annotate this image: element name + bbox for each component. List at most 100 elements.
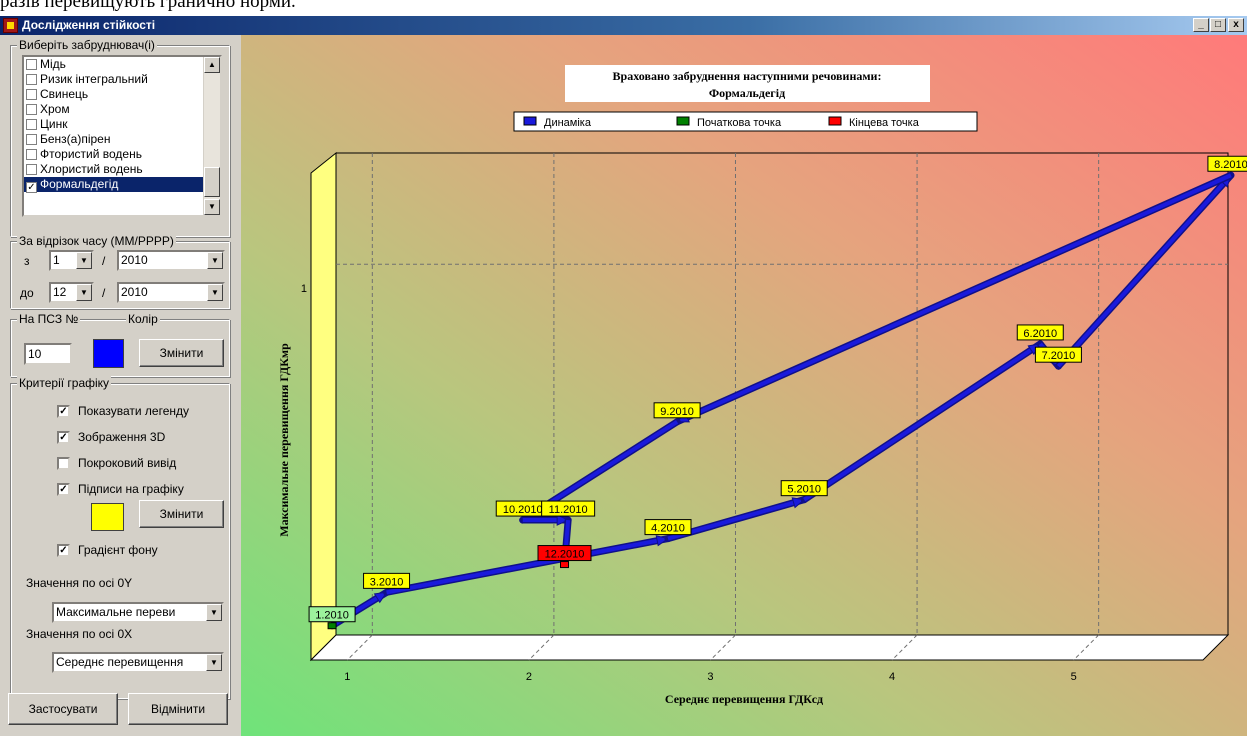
pollutant-item[interactable]: Хлористий водень (24, 162, 220, 177)
chevron-down-icon: ▼ (76, 284, 92, 301)
criteria-checkbox[interactable]: ✓ (57, 431, 70, 444)
pollutant-item[interactable]: Свинець (24, 87, 220, 102)
pollutant-checkbox[interactable] (26, 59, 37, 70)
change-label-color-button[interactable]: Змінити (139, 500, 224, 528)
data-label: 5.2010 (787, 484, 821, 496)
pollutant-item[interactable]: ✓ Формальдегід (24, 177, 220, 193)
pollutant-label: Хлористий водень (40, 162, 143, 176)
criteria-group: Критерії графіку (10, 376, 230, 699)
x-tick-label: 4 (889, 671, 895, 683)
pollutant-item[interactable]: Ризик інтегральний (24, 72, 220, 87)
pollutant-label: Мідь (40, 57, 66, 71)
pollutant-label: Свинець (40, 87, 89, 101)
series-arrow (556, 514, 570, 526)
to-label: до (20, 286, 34, 300)
data-label: 1.2010 (315, 610, 349, 622)
pollutant-checkbox[interactable] (26, 119, 37, 130)
criteria-label: Показувати легенду (78, 404, 189, 418)
pollutant-item[interactable]: Цинк (24, 117, 220, 132)
chart-back-frame (336, 152, 1229, 635)
chevron-down-icon: ▼ (76, 252, 92, 269)
psz-color-swatch (93, 339, 124, 368)
period-group: За відрізок часу (ММ/РРРР) (10, 234, 230, 309)
pollutant-label: Хром (40, 102, 70, 116)
close-button[interactable]: x (1228, 18, 1244, 32)
change-color-button[interactable]: Змінити (139, 339, 224, 367)
pollutant-checkbox[interactable] (26, 74, 37, 85)
start-point-marker (327, 622, 337, 630)
criteria-checkbox[interactable]: ✓ (57, 483, 70, 496)
to-year-select[interactable]: 2010 ▼ (117, 282, 225, 303)
data-label: 3.2010 (370, 576, 404, 588)
y-axis-select[interactable]: Максимальне переви ▼ (52, 602, 224, 623)
cancel-button[interactable]: Відмінити (128, 693, 228, 725)
data-label: 11.2010 (549, 504, 588, 516)
x-axis-title: Середнє перевищення ГДКсд (665, 692, 823, 706)
pollutant-checkbox[interactable] (26, 89, 37, 100)
background-document-text: разів перевищують гранично норми. (0, 0, 1247, 16)
pollutant-checkbox[interactable]: ✓ (26, 182, 37, 193)
pollutant-item[interactable]: Хром (24, 102, 220, 117)
data-label: 4.2010 (651, 523, 685, 535)
psz-group-legend: На ПСЗ № (17, 312, 81, 326)
pollutant-checkbox[interactable] (26, 134, 37, 145)
gradient-checkbox[interactable]: ✓ (57, 544, 70, 557)
psz-group: На ПСЗ № (10, 312, 230, 377)
data-label-box (537, 545, 592, 562)
data-label-box (308, 606, 356, 623)
x-floor-gridline (891, 634, 918, 661)
from-month-select[interactable]: 1 ▼ (49, 250, 94, 271)
period-group-legend: За відрізок часу (ММ/РРРР) (17, 234, 176, 248)
data-label-box (644, 519, 692, 536)
series-arrow (373, 591, 388, 604)
pollutant-item[interactable]: Фтористий водень (24, 147, 220, 162)
data-label-box (541, 500, 596, 517)
end-point-marker (560, 561, 570, 569)
scroll-down-icon[interactable]: ▼ (204, 199, 220, 215)
chart-floor (309, 634, 1230, 661)
pollutant-checkbox[interactable] (26, 149, 37, 160)
pollutant-item[interactable]: Бенз(а)пірен (24, 132, 220, 147)
x-axis-select[interactable]: Середнє перевищення ▼ (52, 652, 224, 673)
chart-title-box (565, 65, 930, 102)
pollutant-checkbox[interactable] (26, 164, 37, 175)
criteria-label: Покроковий вивід (78, 456, 177, 470)
x-tick-label: 1 (344, 671, 350, 683)
x-tick-label: 2 (526, 671, 532, 683)
window-title: Дослідження стійкості (22, 18, 156, 32)
settings-panel: Виберіть забруднювач(і) Мідь Ризик інтегр… (0, 35, 241, 736)
x-floor-gridline (528, 634, 555, 661)
psz-number-input[interactable]: 10 (24, 343, 72, 365)
legend-label: Кінцева точка (849, 117, 920, 129)
slash-1: / (102, 254, 106, 268)
y-tick-label: 1 (301, 283, 307, 295)
series-segment (676, 173, 1232, 424)
pollutant-list[interactable]: Мідь Ризик інтегральний Свинець Хром Цинк Бен… (22, 55, 222, 217)
pollutant-list-scrollbar[interactable]: ▲ ▼ (203, 57, 220, 215)
pollutant-label: Бенз(а)пірен (40, 132, 111, 146)
data-label-box (780, 480, 828, 497)
criteria-checkbox[interactable] (57, 457, 70, 470)
apply-button[interactable]: Застосувати (8, 693, 118, 725)
data-label: 9.2010 (660, 406, 694, 418)
x-tick-label: 5 (1071, 671, 1077, 683)
minimize-button[interactable]: _ (1193, 18, 1209, 32)
data-label: 6.2010 (1023, 328, 1057, 340)
series-segment (386, 536, 669, 595)
criteria-checkbox[interactable]: ✓ (57, 405, 70, 418)
data-label: 10.2010 (503, 504, 543, 516)
scroll-up-icon[interactable]: ▲ (204, 57, 220, 73)
window-titlebar[interactable]: Дослідження стійкості (0, 16, 1247, 35)
data-label: 8.2010 (1214, 159, 1247, 171)
from-year-select[interactable]: 2010 ▼ (117, 250, 225, 271)
x-axis-label: Значення по осі 0X (26, 627, 133, 641)
pollutant-label: Цинк (40, 117, 68, 131)
series-segment (1056, 173, 1233, 368)
scroll-thumb[interactable] (204, 167, 220, 197)
pollutant-checkbox[interactable] (26, 104, 37, 115)
maximize-button[interactable]: □ (1210, 18, 1226, 32)
y-axis-label: Значення по осі 0Y (26, 576, 133, 590)
to-month-select[interactable]: 12 ▼ (49, 282, 94, 303)
data-label-box (1034, 346, 1082, 363)
pollutant-item[interactable]: Мідь (24, 57, 220, 72)
